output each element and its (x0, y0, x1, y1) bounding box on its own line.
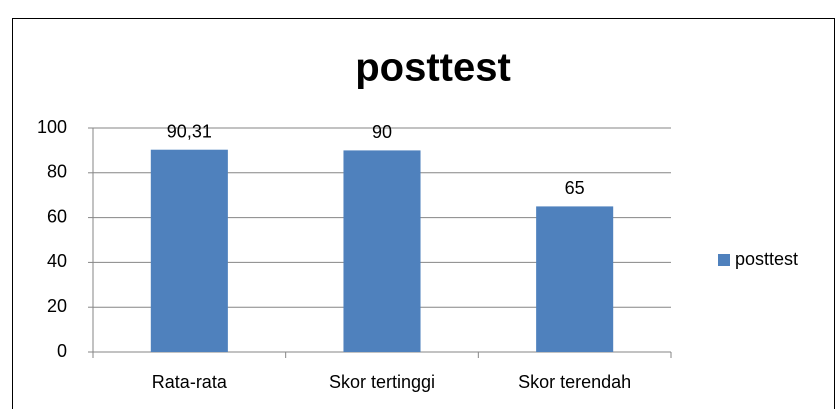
legend-swatch (718, 254, 730, 266)
bar (536, 206, 614, 352)
chart-title: posttest (355, 46, 511, 90)
bar (150, 149, 228, 352)
y-tick-label: 20 (47, 296, 67, 316)
x-tick-label: Rata-rata (152, 372, 228, 392)
y-tick-label: 100 (37, 117, 67, 137)
x-tick-label: Skor terendah (518, 372, 631, 392)
bar (343, 150, 421, 352)
chart-frame (12, 18, 835, 409)
legend-label: posttest (735, 249, 798, 269)
y-tick-label: 40 (47, 251, 67, 271)
y-tick-label: 0 (57, 341, 67, 361)
x-tick-label: Skor tertinggi (329, 372, 435, 392)
data-label: 90 (372, 122, 392, 142)
data-label: 65 (565, 178, 585, 198)
y-tick-label: 60 (47, 206, 67, 226)
data-label: 90,31 (167, 121, 212, 141)
y-tick-label: 80 (47, 162, 67, 182)
